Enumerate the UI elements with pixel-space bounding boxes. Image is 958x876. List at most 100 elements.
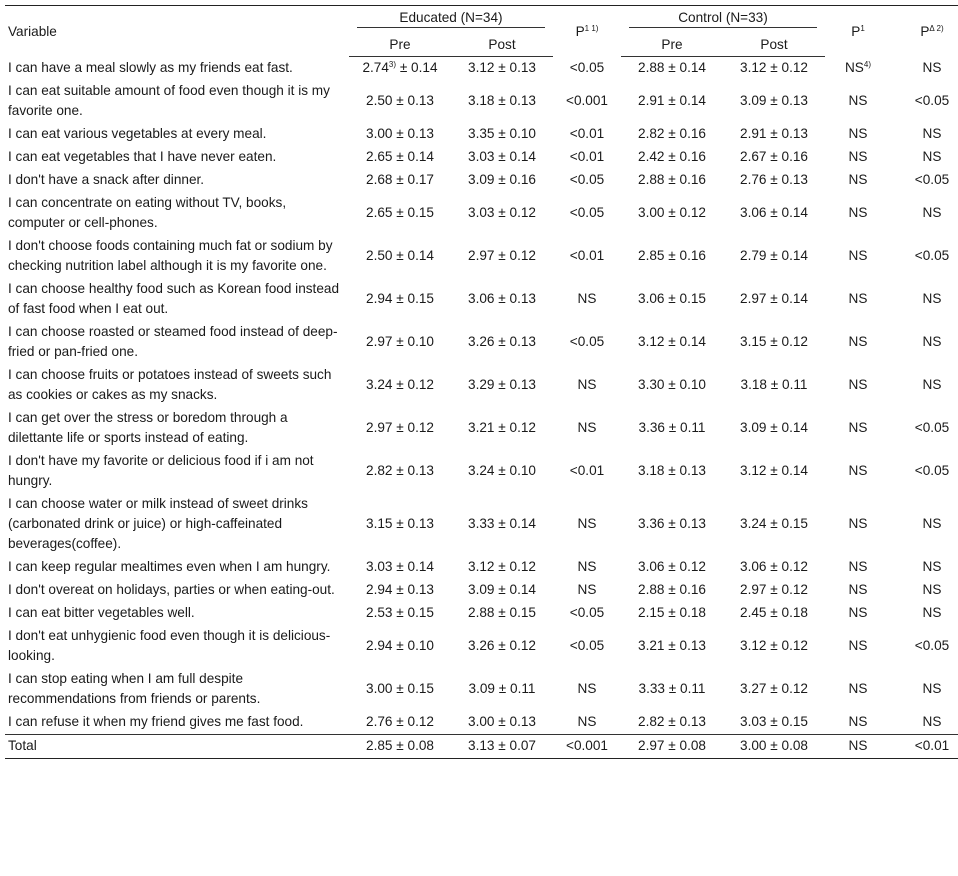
educated-post-cell-text: 3.09 ± 0.14	[468, 582, 536, 597]
variable-cell: I can refuse it when my friend gives me …	[5, 711, 349, 735]
control-pre-cell: 2.88 ± 0.16	[621, 169, 723, 192]
p-delta-cell-text: NS	[922, 205, 942, 220]
educated-pre-cell: 2.76 ± 0.12	[349, 711, 451, 735]
educated-pre-cell-text: 2.94 ± 0.15	[366, 291, 434, 306]
p-educated-cell-text: NS	[577, 516, 597, 531]
p-educated-cell-text: NS	[577, 377, 597, 392]
variable-cell-text: I can eat vegetables that I have never e…	[8, 149, 277, 164]
educated-post-cell: 2.88 ± 0.15	[451, 602, 553, 625]
control-post-cell: 3.09 ± 0.13	[723, 80, 825, 123]
educated-post-cell: 3.24 ± 0.10	[451, 450, 553, 493]
p-control-cell-text: NS	[848, 93, 868, 108]
educated-pre-cell-text: 2.97 ± 0.10	[366, 334, 434, 349]
p-control-cell: NS	[825, 734, 891, 759]
control-post-cell: 3.00 ± 0.08	[723, 734, 825, 759]
educated-post-cell-text: 3.09 ± 0.11	[468, 681, 536, 696]
educated-post-cell-text: 3.06 ± 0.13	[468, 291, 536, 306]
variable-cell: I can choose healthy food such as Korean…	[5, 278, 349, 321]
educated-post-cell: 3.03 ± 0.14	[451, 146, 553, 169]
p-educated-cell: <0.001	[553, 734, 621, 759]
educated-post-cell: 3.09 ± 0.16	[451, 169, 553, 192]
variable-cell-text: I can have a meal slowly as my friends e…	[8, 59, 293, 75]
p-delta-cell-text: NS	[922, 149, 942, 164]
control-post-cell-text: 3.00 ± 0.08	[740, 738, 808, 753]
control-post-cell: 3.12 ± 0.12	[723, 57, 825, 81]
p-educated-cell-text: <0.05	[569, 605, 605, 620]
educated-post-cell-text: 3.09 ± 0.16	[468, 172, 536, 187]
control-pre-cell-text: 2.88 ± 0.14	[638, 60, 706, 75]
p-control-cell: NS	[825, 450, 891, 493]
p-control-cell: NS	[825, 235, 891, 278]
educated-post-cell-text: 3.29 ± 0.13	[468, 377, 536, 392]
control-pre-cell: 3.12 ± 0.14	[621, 321, 723, 364]
control-pre-cell: 3.30 ± 0.10	[621, 364, 723, 407]
p-educated-cell-text: <0.001	[566, 738, 608, 753]
p-educated-cell: <0.01	[553, 235, 621, 278]
p-control-cell: NS	[825, 556, 891, 579]
table-row: I can stop eating when I am full despite…	[5, 668, 958, 711]
p-educated-cell: <0.01	[553, 146, 621, 169]
p-control-cell: NS	[825, 711, 891, 735]
p-control-label: P	[851, 23, 861, 39]
variable-cell-text: Total	[8, 738, 37, 753]
p-control-cell: NS4)	[825, 57, 891, 81]
control-pre-cell: 3.36 ± 0.13	[621, 493, 723, 556]
p-delta-cell: NS	[891, 493, 958, 556]
control-pre-cell-text: 3.36 ± 0.13	[638, 516, 706, 531]
total-row: Total 2.85 ± 0.08 3.13 ± 0.07 <0.001 2.97 ± …	[5, 734, 958, 759]
variable-cell: I can eat suitable amount of food even t…	[5, 80, 349, 123]
control-pre-cell-text: 3.06 ± 0.12	[638, 559, 706, 574]
educated-pre-cell: 3.00 ± 0.15	[349, 668, 451, 711]
control-pre-cell: 3.06 ± 0.15	[621, 278, 723, 321]
educated-pre-cell-text: 3.00 ± 0.15	[366, 681, 434, 696]
variable-cell: I can have a meal slowly as my friends e…	[5, 57, 349, 81]
variable-cell-text: I can stop eating when I am full despite…	[8, 671, 261, 706]
p-control-cell-text: NS	[848, 420, 868, 435]
educated-pre-cell: 2.94 ± 0.10	[349, 625, 451, 668]
control-post-cell-text: 3.12 ± 0.14	[740, 463, 808, 478]
p-control-cell-text: NS	[848, 291, 868, 306]
variable-cell-text: I don't have my favorite or delicious fo…	[8, 453, 314, 488]
control-pre-cell-text: 2.88 ± 0.16	[638, 172, 706, 187]
table-row: I don't eat unhygienic food even though …	[5, 625, 958, 668]
p-control-cell: NS	[825, 146, 891, 169]
educated-pre-cell: 2.50 ± 0.13	[349, 80, 451, 123]
variable-cell: I don't have my favorite or delicious fo…	[5, 450, 349, 493]
p-delta-cell: NS	[891, 146, 958, 169]
variable-cell-text: I can choose roasted or steamed food ins…	[8, 324, 338, 359]
control-post-cell: 3.12 ± 0.12	[723, 625, 825, 668]
control-pre-cell: 3.33 ± 0.11	[621, 668, 723, 711]
variable-cell: I can choose water or milk instead of sw…	[5, 493, 349, 556]
variable-cell-text: I can choose healthy food such as Korean…	[8, 281, 340, 316]
p-educated-cell: <0.01	[553, 450, 621, 493]
control-pre-cell: 2.82 ± 0.16	[621, 123, 723, 146]
educated-pre-cell-text: 3.00 ± 0.13	[366, 126, 434, 141]
control-post-cell-text: 2.79 ± 0.14	[740, 248, 808, 263]
educated-pre-cell: 2.68 ± 0.17	[349, 169, 451, 192]
educated-post-cell: 3.12 ± 0.12	[451, 556, 553, 579]
table-row: I can eat suitable amount of food even t…	[5, 80, 958, 123]
table-header: Variable Educated (N=34) P1 1) Control (…	[5, 5, 958, 57]
educated-post-cell: 2.97 ± 0.12	[451, 235, 553, 278]
p-delta-cell: NS	[891, 364, 958, 407]
p-educated-cell-text: <0.05	[569, 59, 605, 75]
p-educated-cell: NS	[553, 711, 621, 735]
p-control-cell-text: NS	[844, 59, 864, 75]
variable-cell: I can keep regular mealtimes even when I…	[5, 556, 349, 579]
p-control-cell-text: NS	[848, 714, 868, 729]
p-control-cell: NS	[825, 625, 891, 668]
control-pre-cell: 2.88 ± 0.14	[621, 57, 723, 81]
control-post-cell: 2.97 ± 0.14	[723, 278, 825, 321]
control-post-cell: 3.24 ± 0.15	[723, 493, 825, 556]
p-control-cell: NS	[825, 123, 891, 146]
educated-pre-cell: 2.743) ± 0.14	[349, 57, 451, 81]
educated-post-cell: 3.33 ± 0.14	[451, 493, 553, 556]
educated-post-cell-text: 2.97 ± 0.12	[468, 248, 536, 263]
variable-cell-text: I can eat bitter vegetables well.	[8, 605, 195, 620]
control-post-cell: 2.79 ± 0.14	[723, 235, 825, 278]
variable-cell-text: I don't eat unhygienic food even though …	[8, 628, 331, 663]
p-delta-cell-text: NS	[922, 516, 942, 531]
educated-pre-cell-text: 2.85 ± 0.08	[366, 738, 434, 753]
table-row: I can choose water or milk instead of sw…	[5, 493, 958, 556]
table-row: I can choose fruits or potatoes instead …	[5, 364, 958, 407]
